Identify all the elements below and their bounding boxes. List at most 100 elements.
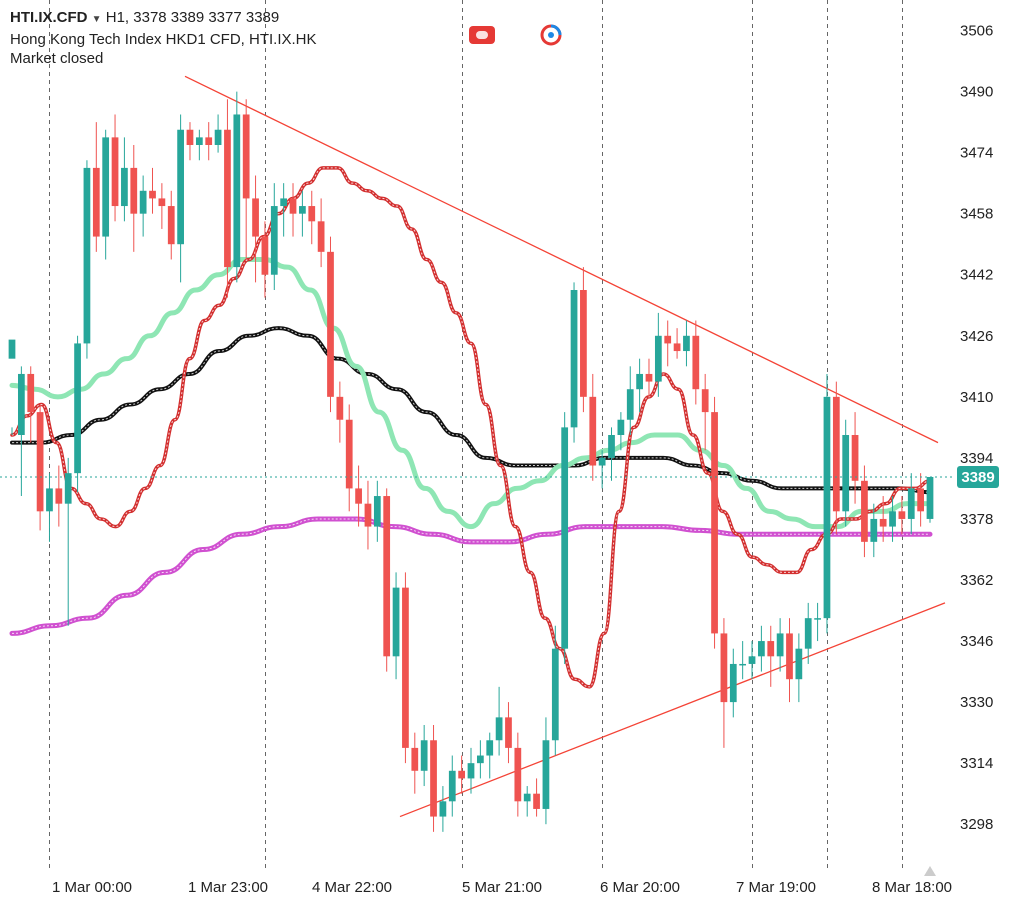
candle-body-down[interactable]: [158, 198, 166, 207]
candle-body-up[interactable]: [121, 167, 128, 207]
trendlines[interactable]: [184, 75, 946, 818]
candle-body-up[interactable]: [814, 618, 821, 620]
candle-body-up[interactable]: [776, 633, 784, 657]
candle-body-up[interactable]: [739, 663, 747, 666]
candle-body-down[interactable]: [252, 198, 259, 237]
candle[interactable]: [327, 236, 334, 413]
candle-body-down[interactable]: [411, 747, 419, 771]
candle-body-up[interactable]: [270, 206, 278, 275]
candle-body-up[interactable]: [486, 740, 494, 756]
candle-body-up[interactable]: [74, 343, 81, 474]
candle-body-up[interactable]: [476, 755, 484, 764]
candle[interactable]: [683, 320, 690, 367]
candle[interactable]: [664, 320, 672, 367]
candle-body-down[interactable]: [345, 419, 353, 489]
candle[interactable]: [823, 373, 831, 634]
candle[interactable]: [523, 786, 531, 817]
candle-body-down[interactable]: [149, 190, 156, 199]
candle-body-down[interactable]: [111, 137, 119, 207]
candle[interactable]: [92, 122, 100, 252]
candle[interactable]: [280, 183, 288, 237]
candle[interactable]: [617, 412, 625, 451]
candle-body-up[interactable]: [467, 763, 475, 779]
candle[interactable]: [373, 480, 381, 542]
candle[interactable]: [476, 740, 484, 779]
candle-body-down[interactable]: [242, 114, 250, 199]
candle[interactable]: [467, 747, 475, 794]
candle[interactable]: [795, 633, 803, 703]
candle-body-up[interactable]: [683, 335, 690, 352]
candle[interactable]: [589, 373, 597, 481]
candle-body-up[interactable]: [870, 518, 878, 542]
candle[interactable]: [420, 725, 428, 787]
candle[interactable]: [186, 122, 194, 161]
candle[interactable]: [758, 625, 765, 672]
lower-trendline[interactable]: [399, 602, 946, 818]
candle-body-up[interactable]: [177, 129, 184, 245]
candle-body-up[interactable]: [907, 488, 915, 519]
candle[interactable]: [636, 358, 643, 413]
candle[interactable]: [149, 167, 156, 214]
candle-body-down[interactable]: [589, 396, 597, 466]
candle[interactable]: [720, 618, 728, 748]
candle[interactable]: [299, 190, 306, 237]
candle[interactable]: [17, 366, 25, 497]
candle[interactable]: [8, 339, 16, 435]
candle-body-up[interactable]: [214, 129, 222, 145]
candle-body-down[interactable]: [861, 480, 868, 542]
candle[interactable]: [130, 145, 138, 252]
clock-refresh-icon[interactable]: [537, 24, 565, 46]
candle[interactable]: [402, 572, 409, 764]
candle[interactable]: [608, 427, 615, 481]
candle[interactable]: [411, 732, 419, 794]
candle[interactable]: [767, 625, 775, 687]
candle-body-up[interactable]: [8, 339, 16, 359]
candle[interactable]: [448, 755, 456, 817]
candle[interactable]: [177, 114, 184, 283]
candle[interactable]: [842, 419, 850, 527]
candle-body-down[interactable]: [851, 435, 859, 481]
candle[interactable]: [233, 91, 241, 283]
candle-body-down[interactable]: [36, 412, 44, 512]
candle-body-up[interactable]: [889, 511, 896, 527]
candle[interactable]: [533, 778, 540, 817]
candle-body-down[interactable]: [430, 740, 437, 817]
candle-body-down[interactable]: [383, 496, 391, 657]
candle-body-up[interactable]: [64, 473, 72, 504]
candle-body-up[interactable]: [842, 435, 850, 512]
candle[interactable]: [252, 175, 259, 283]
candle-body-down[interactable]: [308, 206, 316, 222]
candle[interactable]: [317, 198, 325, 268]
candle[interactable]: [870, 503, 878, 558]
candle-body-down[interactable]: [92, 167, 100, 237]
candle-body-down[interactable]: [327, 251, 334, 397]
candle-body-up[interactable]: [280, 198, 288, 207]
candle-body-down[interactable]: [458, 770, 466, 779]
candle-body-up[interactable]: [626, 389, 634, 420]
candle-body-up[interactable]: [448, 770, 456, 802]
candle-body-down[interactable]: [364, 503, 372, 527]
candle[interactable]: [364, 480, 372, 550]
candle[interactable]: [729, 648, 737, 718]
candle[interactable]: [111, 114, 119, 222]
candle-body-up[interactable]: [542, 740, 550, 809]
candle-body-up[interactable]: [748, 656, 756, 664]
candle-body-up[interactable]: [561, 427, 569, 649]
candle[interactable]: [804, 602, 812, 664]
candle[interactable]: [654, 312, 662, 397]
candle-body-up[interactable]: [823, 396, 831, 619]
candle[interactable]: [74, 335, 81, 493]
candle-body-up[interactable]: [570, 290, 578, 428]
candle[interactable]: [289, 183, 297, 237]
candle[interactable]: [121, 137, 128, 222]
candle-body-up[interactable]: [495, 717, 503, 741]
upper-trendline[interactable]: [184, 75, 939, 444]
candle-body-down[interactable]: [580, 290, 587, 397]
candle[interactable]: [430, 725, 437, 832]
candle-body-down[interactable]: [514, 747, 522, 802]
candle[interactable]: [486, 732, 494, 779]
candle-body-up[interactable]: [926, 476, 934, 519]
candle-body-down[interactable]: [505, 717, 512, 748]
candle-body-down[interactable]: [898, 511, 906, 519]
